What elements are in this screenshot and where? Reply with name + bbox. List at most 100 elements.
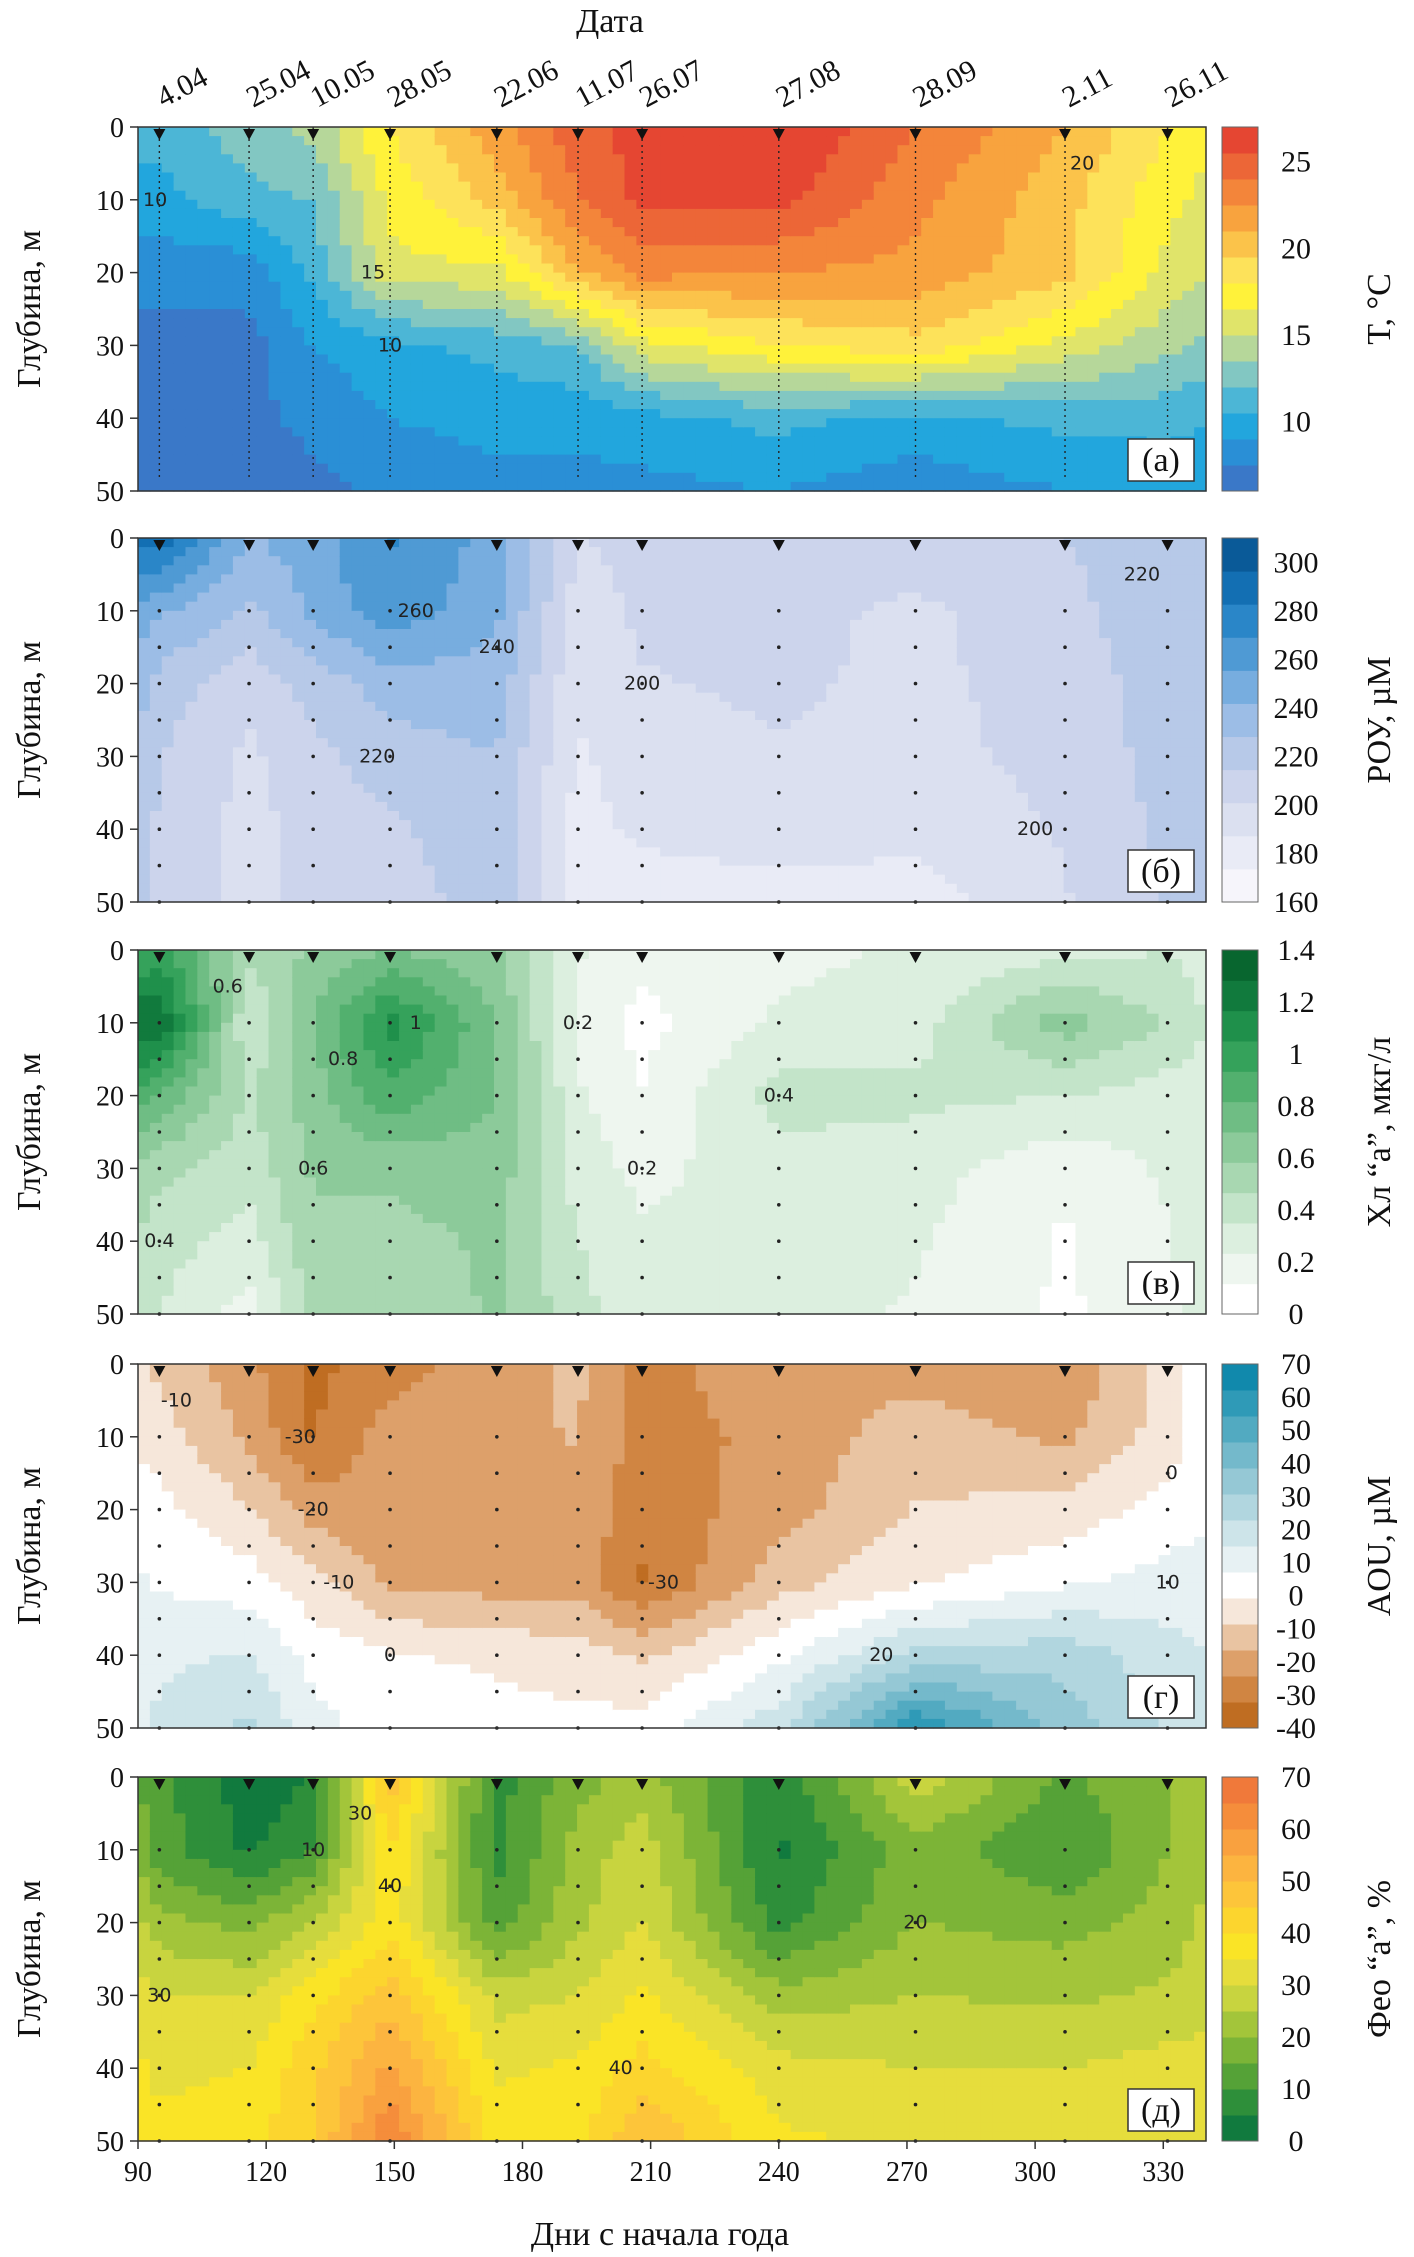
heatmap-cell bbox=[1075, 299, 1088, 310]
heatmap-cell bbox=[221, 227, 234, 237]
heatmap-cell bbox=[149, 801, 163, 812]
heatmap-cell bbox=[221, 574, 234, 585]
heatmap-cell bbox=[553, 218, 566, 228]
heatmap-cell bbox=[292, 756, 305, 767]
heatmap-cell bbox=[138, 647, 151, 657]
heatmap-cell bbox=[778, 181, 792, 192]
heatmap-cell bbox=[766, 208, 780, 219]
heatmap-cell bbox=[1194, 227, 1207, 237]
colorbar-swatch bbox=[1222, 153, 1258, 180]
heatmap-cell bbox=[672, 127, 685, 137]
heatmap-cell bbox=[505, 765, 519, 776]
heatmap-cell bbox=[505, 454, 519, 465]
heatmap-cell bbox=[185, 865, 198, 876]
heatmap-cell bbox=[185, 263, 198, 274]
heatmap-cell bbox=[470, 145, 483, 155]
heatmap-cell bbox=[149, 481, 163, 492]
heatmap-cell bbox=[316, 463, 329, 474]
heatmap-cell bbox=[232, 892, 246, 903]
heatmap-cell bbox=[850, 481, 863, 492]
heatmap-cell bbox=[1134, 290, 1148, 301]
heatmap-cell bbox=[446, 136, 459, 146]
heatmap-cell bbox=[850, 390, 863, 401]
heatmap-cell bbox=[209, 865, 222, 876]
heatmap-cell bbox=[399, 145, 412, 155]
heatmap-cell bbox=[873, 190, 887, 201]
heatmap-cell bbox=[327, 436, 341, 447]
heatmap-cell bbox=[1016, 181, 1029, 192]
heatmap-cell bbox=[1087, 445, 1100, 456]
heatmap-cell bbox=[458, 463, 471, 474]
heatmap-cell bbox=[482, 710, 495, 721]
heatmap-cell bbox=[1028, 381, 1041, 392]
heatmap-cell bbox=[399, 665, 412, 676]
heatmap-cell bbox=[660, 254, 673, 265]
heatmap-cell bbox=[434, 218, 448, 228]
heatmap-cell bbox=[600, 299, 614, 310]
heatmap-cell bbox=[956, 190, 970, 201]
heatmap-cell bbox=[316, 592, 329, 603]
heatmap-cell bbox=[446, 856, 459, 867]
heatmap-cell bbox=[636, 263, 649, 274]
heatmap-cell bbox=[316, 538, 329, 548]
heatmap-cell bbox=[778, 454, 792, 465]
heatmap-cell bbox=[327, 856, 341, 867]
heatmap-cell bbox=[434, 619, 448, 630]
heatmap-cell bbox=[541, 181, 554, 192]
heatmap-cell bbox=[505, 747, 519, 757]
heatmap-cell bbox=[470, 820, 483, 830]
heatmap-cell bbox=[232, 136, 246, 146]
heatmap-cell bbox=[968, 290, 982, 301]
heatmap-cell bbox=[387, 574, 400, 585]
heatmap-cell bbox=[280, 847, 293, 858]
heatmap-cell bbox=[339, 218, 353, 228]
heatmap-cell bbox=[410, 409, 424, 419]
heatmap-cell bbox=[209, 318, 222, 328]
heatmap-cell bbox=[1158, 354, 1171, 365]
heatmap-cell bbox=[351, 820, 365, 830]
heatmap-cell bbox=[399, 299, 412, 310]
heatmap-cell bbox=[672, 481, 685, 492]
heatmap-cell bbox=[1004, 309, 1017, 319]
heatmap-cell bbox=[1122, 418, 1136, 428]
heatmap-cell bbox=[149, 874, 163, 885]
heatmap-cell bbox=[1051, 463, 1065, 474]
heatmap-cell bbox=[648, 254, 661, 265]
heatmap-cell bbox=[1063, 472, 1077, 483]
heatmap-cell bbox=[399, 390, 412, 401]
heatmap-cell bbox=[1075, 272, 1088, 283]
heatmap-cell bbox=[232, 436, 246, 447]
heatmap-cell bbox=[577, 418, 590, 428]
heatmap-cell bbox=[173, 701, 187, 712]
heatmap-cell bbox=[410, 400, 424, 410]
heatmap-cell bbox=[1075, 454, 1088, 465]
heatmap-cell bbox=[304, 372, 317, 383]
heatmap-cell bbox=[494, 345, 507, 356]
heatmap-cell bbox=[529, 427, 543, 437]
heatmap-cell bbox=[695, 172, 709, 183]
heatmap-cell bbox=[1051, 272, 1065, 283]
heatmap-cell bbox=[1028, 227, 1041, 237]
heatmap-cell bbox=[363, 445, 376, 456]
heatmap-cell bbox=[553, 290, 566, 301]
heatmap-cell bbox=[363, 381, 376, 392]
heatmap-cell bbox=[351, 336, 365, 346]
heatmap-cell bbox=[838, 381, 851, 392]
heatmap-cell bbox=[944, 236, 958, 246]
heatmap-cell bbox=[351, 865, 365, 876]
heatmap-cell bbox=[731, 363, 744, 374]
heatmap-cell bbox=[138, 409, 151, 419]
heatmap-cell bbox=[624, 145, 637, 155]
heatmap-cell bbox=[541, 472, 554, 483]
heatmap-cell bbox=[470, 610, 483, 621]
heatmap-cell bbox=[410, 674, 424, 685]
heatmap-cell bbox=[185, 445, 198, 456]
heatmap-cell bbox=[1075, 263, 1088, 274]
heatmap-cell bbox=[719, 363, 732, 374]
heatmap-cell bbox=[517, 254, 531, 265]
heatmap-cell bbox=[909, 299, 922, 310]
heatmap-cell bbox=[244, 345, 258, 356]
heatmap-cell bbox=[517, 472, 531, 483]
heatmap-cell bbox=[636, 199, 649, 210]
heatmap-cell bbox=[197, 163, 210, 174]
